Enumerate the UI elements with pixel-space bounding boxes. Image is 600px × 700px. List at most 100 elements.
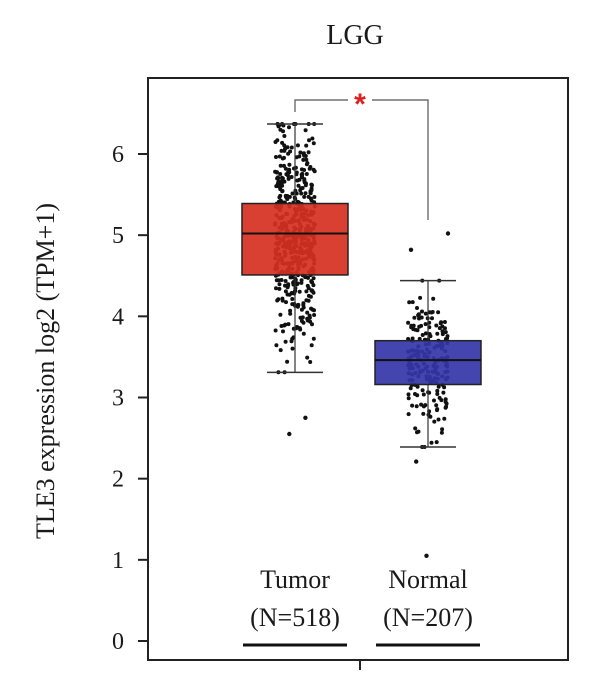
data-point	[277, 282, 282, 287]
data-point	[302, 180, 307, 185]
data-point	[410, 300, 415, 305]
data-point	[279, 324, 284, 328]
data-point	[434, 403, 439, 408]
group-count-label: (N=207)	[383, 603, 473, 632]
data-point	[437, 395, 442, 400]
data-point	[296, 302, 301, 307]
data-point	[406, 392, 411, 397]
data-point	[288, 275, 293, 280]
box-tumor	[241, 202, 349, 276]
data-point	[282, 134, 287, 138]
data-point	[287, 194, 292, 199]
data-point	[299, 307, 304, 312]
y-tick-label: 0	[112, 629, 124, 655]
data-point	[429, 310, 434, 315]
data-point	[307, 313, 312, 318]
data-point	[281, 329, 285, 334]
data-point	[289, 339, 294, 344]
chart-title: LGG	[326, 20, 384, 51]
group-name-label: Tumor	[260, 565, 330, 594]
data-point	[280, 175, 284, 180]
group-name-label: Normal	[388, 565, 467, 594]
data-point	[301, 331, 306, 336]
data-point	[304, 172, 309, 176]
data-point	[436, 384, 441, 389]
data-point	[423, 331, 428, 336]
data-point	[430, 316, 434, 321]
data-point	[288, 149, 293, 154]
data-point	[406, 412, 411, 417]
data-point	[278, 187, 283, 192]
data-point	[308, 360, 313, 364]
data-point	[298, 188, 303, 193]
bracket-left	[294, 99, 348, 112]
data-point	[280, 140, 285, 145]
data-point	[280, 298, 285, 303]
data-point	[274, 155, 278, 159]
data-point	[275, 175, 280, 180]
outlier-point	[445, 231, 451, 236]
data-point	[438, 321, 443, 326]
data-point	[416, 313, 421, 318]
data-point	[278, 127, 283, 132]
data-point	[295, 178, 300, 183]
outlier-point	[287, 431, 292, 437]
data-point	[310, 307, 315, 312]
significance-bracket: *	[294, 88, 429, 220]
data-point	[415, 430, 419, 435]
data-point	[432, 398, 436, 403]
data-point	[299, 278, 304, 283]
data-point	[288, 311, 293, 316]
data-point	[275, 138, 280, 143]
data-point	[421, 392, 426, 397]
data-point	[305, 355, 310, 360]
data-point	[283, 146, 287, 151]
y-tick-label: 2	[112, 467, 124, 493]
data-point	[431, 296, 436, 301]
data-point	[285, 359, 290, 364]
data-point	[423, 311, 428, 316]
data-point	[306, 194, 311, 199]
data-point	[429, 440, 434, 445]
data-point	[434, 323, 439, 328]
data-point	[310, 136, 315, 141]
data-point	[287, 162, 292, 167]
data-point	[274, 343, 279, 348]
data-point	[443, 397, 448, 402]
data-point	[303, 191, 308, 196]
data-point	[283, 166, 288, 171]
data-point	[440, 427, 445, 432]
data-point	[312, 195, 317, 199]
data-point	[279, 148, 284, 153]
data-point	[421, 411, 426, 416]
data-point	[283, 279, 288, 283]
data-point	[413, 327, 418, 332]
group-count-label: (N=518)	[250, 603, 340, 632]
data-point	[304, 143, 309, 148]
data-point	[298, 327, 303, 332]
data-point	[310, 183, 314, 188]
data-point	[442, 320, 447, 324]
data-point	[308, 294, 313, 299]
data-point	[436, 417, 441, 422]
data-point	[409, 323, 414, 328]
data-point	[305, 161, 310, 166]
data-point	[277, 154, 282, 159]
data-point	[415, 393, 420, 398]
data-point	[311, 283, 316, 288]
data-point	[283, 289, 288, 294]
data-point	[273, 328, 278, 333]
box-normal	[374, 339, 482, 386]
data-point	[408, 386, 413, 391]
data-point	[435, 388, 440, 393]
data-point	[283, 339, 288, 344]
data-point	[296, 183, 301, 188]
significance-star: *	[354, 88, 366, 121]
data-point	[285, 292, 290, 297]
data-point	[273, 169, 278, 174]
data-point	[274, 286, 278, 291]
data-point	[442, 416, 447, 421]
data-point	[420, 309, 424, 314]
y-tick-label: 6	[112, 142, 124, 168]
